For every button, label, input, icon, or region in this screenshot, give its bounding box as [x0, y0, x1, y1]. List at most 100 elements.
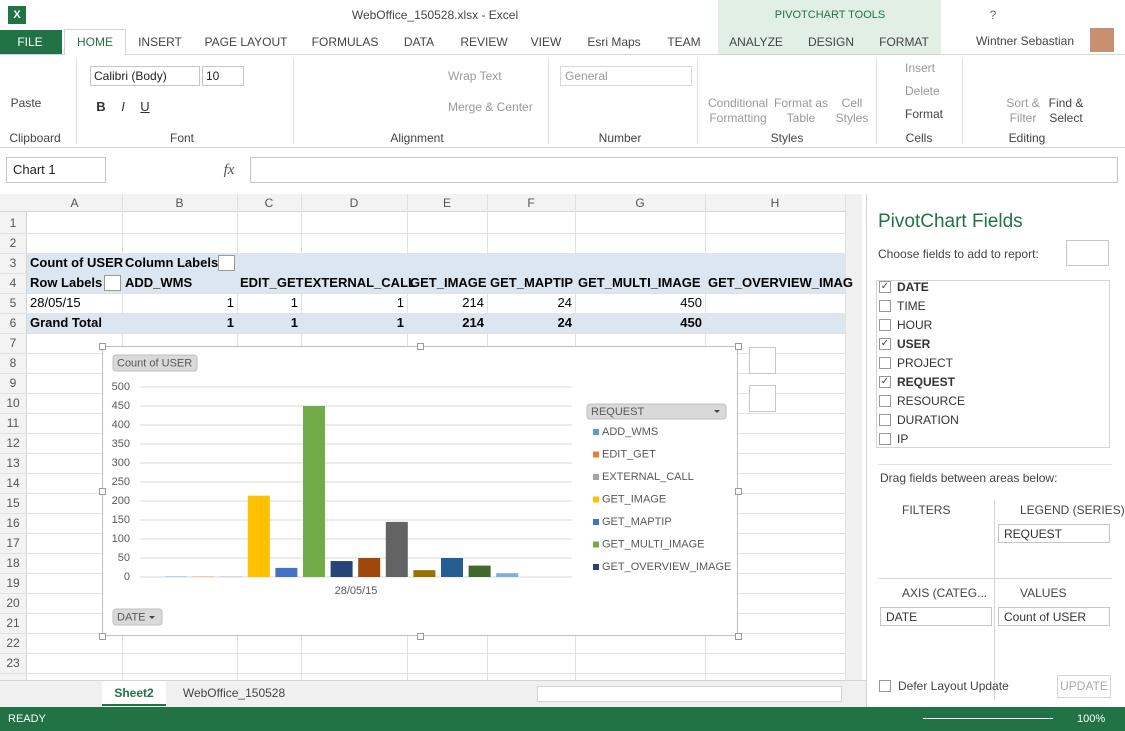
resize-handle[interactable] — [99, 633, 106, 640]
ribbon-tab[interactable]: ANALYZE — [729, 35, 783, 49]
field-checkbox[interactable] — [879, 300, 891, 312]
formula-input[interactable] — [250, 157, 1118, 183]
row-header[interactable]: 5 — [9, 296, 17, 310]
ribbon-label[interactable]: Sort & — [1006, 96, 1040, 110]
ribbon-tab[interactable]: DATA — [403, 35, 435, 49]
row-header[interactable]: 4 — [9, 276, 17, 290]
ribbon-tab[interactable]: INSERT — [138, 35, 182, 49]
resize-handle[interactable] — [735, 488, 742, 495]
ribbon-tab[interactable]: PAGE LAYOUT — [204, 35, 288, 49]
ribbon-tab[interactable]: FORMULAS — [311, 35, 379, 49]
resize-handle[interactable] — [417, 343, 424, 350]
row-header[interactable]: 3 — [9, 256, 17, 270]
row-header[interactable]: 12 — [6, 436, 20, 450]
field-checkbox[interactable] — [879, 414, 891, 426]
font-size-box[interactable] — [202, 66, 244, 86]
ribbon-label[interactable]: Conditional — [707, 96, 769, 110]
row-header[interactable]: 18 — [6, 556, 20, 570]
column-header[interactable]: D — [349, 196, 359, 210]
row-header[interactable]: 8 — [9, 356, 17, 370]
update-button[interactable] — [1057, 675, 1111, 698]
help-button[interactable]: ? — [989, 8, 997, 22]
resize-handle[interactable] — [99, 343, 106, 350]
row-header[interactable]: 9 — [9, 376, 17, 390]
column-header[interactable]: F — [527, 196, 535, 210]
update-label[interactable]: UPDATE — [1060, 679, 1108, 693]
filter-button[interactable] — [104, 275, 121, 291]
field-checkbox[interactable] — [879, 357, 891, 369]
ribbon-tab[interactable]: REVIEW — [460, 35, 508, 49]
ribbon-label[interactable]: Cell — [841, 96, 863, 110]
ribbon-label[interactable]: Wrap Text — [448, 69, 502, 83]
sheet-tab[interactable]: Sheet2 — [114, 686, 154, 700]
resize-handle[interactable] — [735, 633, 742, 640]
row-header[interactable]: 22 — [6, 636, 20, 650]
row-header[interactable]: 23 — [6, 656, 20, 670]
column-header[interactable]: H — [770, 196, 780, 210]
ribbon-tab[interactable]: FILE — [17, 35, 43, 49]
column-header[interactable]: B — [175, 196, 184, 210]
resize-handle[interactable] — [99, 488, 106, 495]
defer-checkbox[interactable] — [879, 680, 891, 692]
ribbon-label[interactable]: Styles — [770, 131, 804, 145]
field-checkbox[interactable] — [879, 319, 891, 331]
filter-button[interactable] — [218, 255, 235, 271]
ribbon-tab[interactable]: VIEW — [530, 35, 562, 49]
chart-styles-button[interactable] — [749, 385, 776, 412]
field-checkbox[interactable] — [879, 395, 891, 407]
field-name[interactable]: USER — [897, 337, 931, 351]
column-header[interactable]: G — [635, 196, 645, 210]
field-name[interactable]: REQUEST — [897, 375, 956, 389]
ribbon-tab[interactable]: TEAM — [667, 35, 701, 49]
area-item[interactable] — [880, 607, 992, 626]
ribbon-label[interactable]: Table — [786, 111, 816, 125]
field-checkbox[interactable]: ✓ — [879, 338, 891, 350]
ribbon-tab[interactable]: FORMAT — [879, 35, 929, 49]
row-header[interactable]: 19 — [6, 576, 20, 590]
ribbon-label[interactable]: Alignment — [390, 131, 444, 145]
field-name[interactable]: PROJECT — [897, 356, 954, 370]
column-header[interactable]: E — [442, 196, 452, 210]
field-name[interactable]: DURATION — [897, 413, 959, 427]
ribbon-label[interactable]: Delete — [905, 84, 940, 98]
row-header[interactable]: 14 — [6, 476, 20, 490]
sheet-tab[interactable]: WebOffice_150528 — [182, 686, 286, 700]
ribbon-tab[interactable]: Esri Maps — [587, 35, 641, 49]
settings-button[interactable] — [1066, 240, 1109, 266]
ribbon-label[interactable]: Number — [598, 131, 642, 145]
row-header[interactable]: 15 — [6, 496, 20, 510]
row-header[interactable]: 7 — [9, 336, 17, 350]
ribbon-label[interactable]: Paste — [10, 96, 42, 110]
field-checkbox[interactable]: ✓ — [879, 281, 891, 293]
font-button[interactable]: U — [140, 99, 150, 114]
chart-elements-button[interactable] — [749, 347, 776, 374]
fx-button[interactable]: fx — [223, 162, 235, 178]
row-header[interactable]: 17 — [6, 536, 20, 550]
font-button[interactable]: B — [96, 99, 106, 114]
resize-handle[interactable] — [735, 343, 742, 350]
area-item[interactable] — [998, 607, 1110, 626]
ribbon-label[interactable]: Find & — [1048, 96, 1084, 110]
row-header[interactable]: 1 — [9, 216, 17, 230]
row-header[interactable]: 20 — [6, 596, 20, 610]
field-name[interactable]: IP — [897, 432, 909, 446]
v-scrollbar[interactable] — [845, 194, 862, 680]
field-name[interactable]: TIME — [897, 299, 926, 313]
ribbon-label[interactable]: Merge & Center — [448, 100, 533, 114]
h-scrollbar[interactable] — [537, 686, 842, 702]
field-checkbox[interactable] — [879, 433, 891, 445]
ribbon-label[interactable]: Font — [169, 131, 195, 145]
row-header[interactable]: 10 — [6, 396, 20, 410]
area-item[interactable] — [998, 524, 1110, 543]
row-header[interactable]: 13 — [6, 456, 20, 470]
row-header[interactable]: 11 — [6, 416, 20, 430]
ribbon-tab[interactable]: DESIGN — [807, 35, 855, 49]
resize-handle[interactable] — [417, 633, 424, 640]
row-header[interactable]: 21 — [6, 616, 20, 630]
row-header[interactable]: 6 — [9, 316, 17, 330]
pivot-chart[interactable]: 0 50 100 150 200 250 300 350 400 450 500 28/05/15 Co… — [102, 346, 738, 636]
name-box[interactable] — [6, 157, 106, 183]
ribbon-label[interactable]: Clipboard — [9, 131, 61, 145]
ribbon-label[interactable]: Select — [1049, 111, 1083, 125]
ribbon-label[interactable]: Filter — [1009, 111, 1037, 125]
